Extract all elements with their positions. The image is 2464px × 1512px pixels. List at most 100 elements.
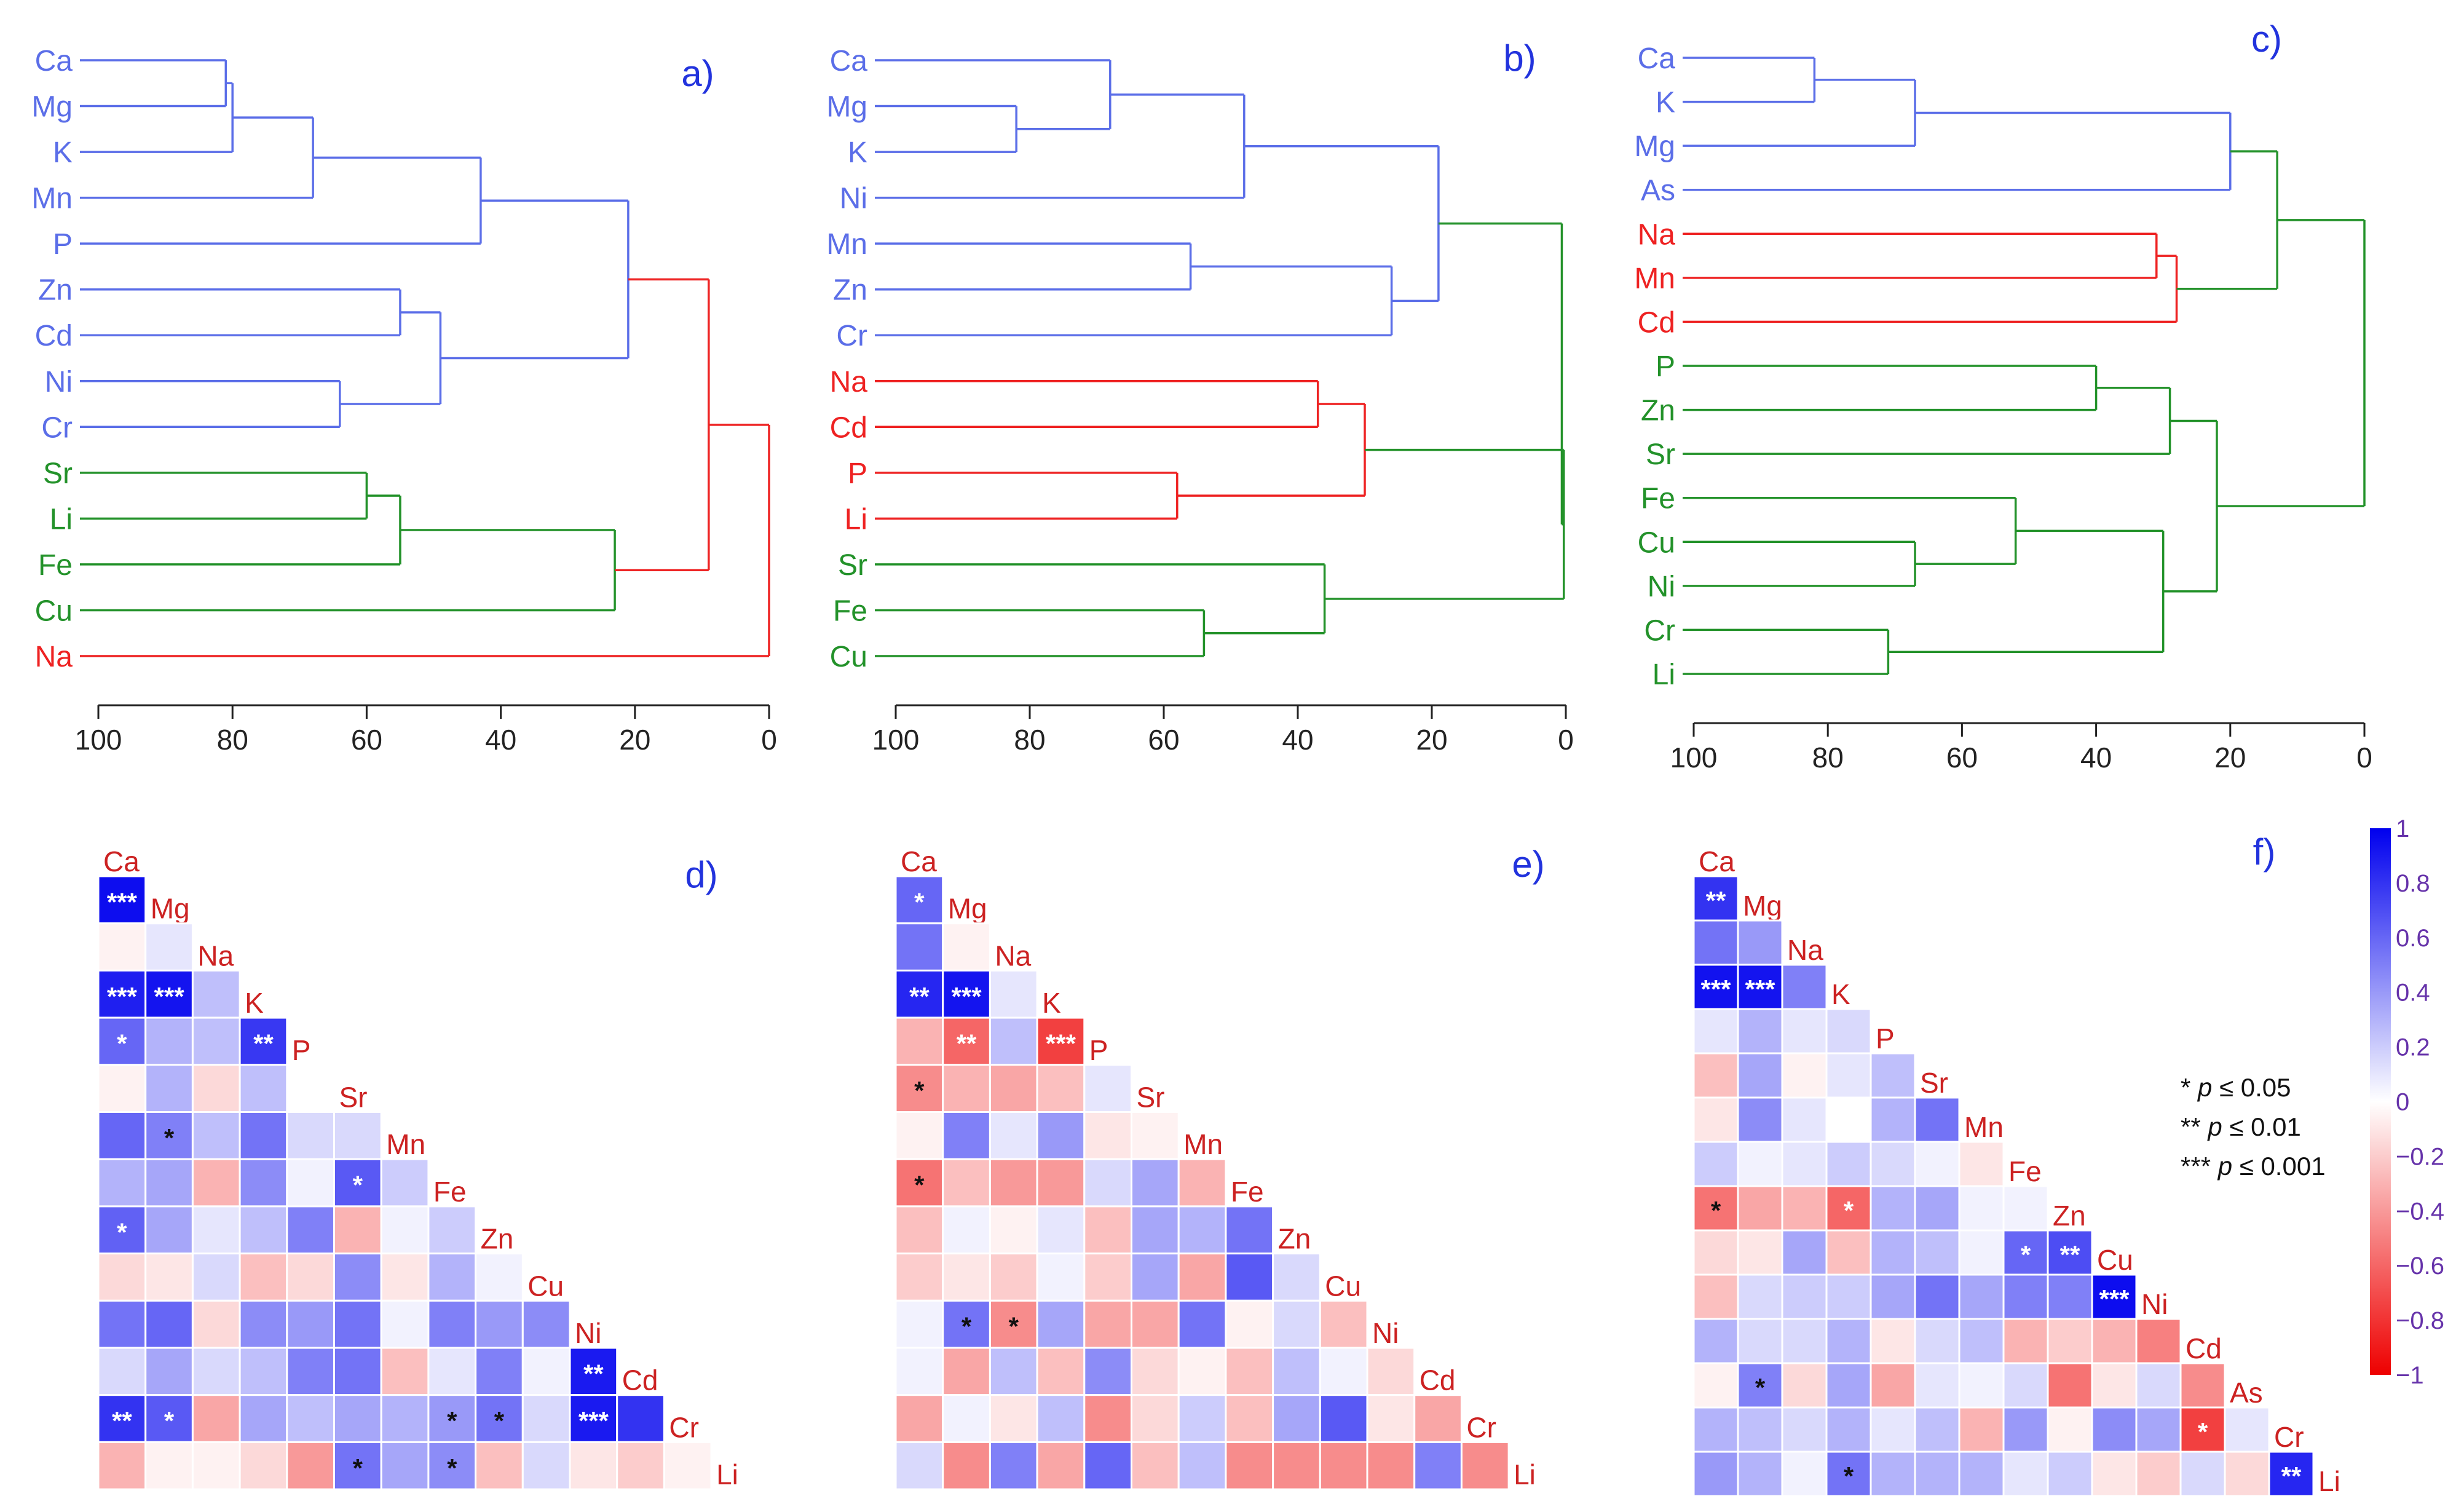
heatmap-cell bbox=[2091, 1362, 2138, 1409]
heatmap-cell bbox=[2002, 1362, 2049, 1409]
heatmap-cell bbox=[1177, 1158, 1227, 1208]
leaf-label-cu: Cu bbox=[830, 641, 867, 673]
heatmap-cell bbox=[286, 1299, 335, 1349]
heatmap-cell bbox=[1737, 1008, 1783, 1055]
heatmap-cell bbox=[942, 1111, 991, 1160]
heatmap-cell bbox=[521, 1299, 571, 1349]
corr-label-cr: Cr bbox=[2274, 1421, 2304, 1453]
significance-stars: * bbox=[1844, 1462, 1854, 1490]
leaf-label-cr: Cr bbox=[1644, 614, 1675, 647]
heatmap-cell bbox=[239, 1111, 288, 1160]
significance-stars: * bbox=[164, 1406, 175, 1435]
heatmap-cell bbox=[1366, 1347, 1416, 1396]
heatmap-cell bbox=[97, 1064, 147, 1114]
heatmap-cell bbox=[1036, 1111, 1086, 1160]
panel-c-dendrogram: Ca K Mg As Na Mn Cd P Zn Sr Fe Cu Ni Cr Li 100 80 60 40 20 0… bbox=[1634, 18, 2372, 774]
x-tick-label: 40 bbox=[485, 724, 516, 756]
heatmap-cell bbox=[894, 1253, 944, 1302]
heatmap-cell bbox=[191, 1347, 241, 1396]
heatmap-cell bbox=[333, 1299, 382, 1349]
corr-label-mn: Mn bbox=[386, 1128, 425, 1160]
heatmap-cell bbox=[1225, 1347, 1274, 1396]
leaf-label-fe: Fe bbox=[38, 549, 73, 582]
corr-label-zn: Zn bbox=[2053, 1200, 2086, 1232]
heatmap-cell bbox=[239, 1205, 288, 1255]
heatmap-cell bbox=[1036, 1205, 1086, 1255]
heatmap-cell bbox=[1781, 1318, 1828, 1364]
heatmap-cell bbox=[1366, 1441, 1416, 1490]
heatmap-cell bbox=[1737, 1052, 1783, 1099]
heatmap-cell bbox=[333, 1205, 382, 1255]
x-tick-label: 20 bbox=[619, 724, 650, 756]
heatmap-cell bbox=[1958, 1229, 2005, 1276]
colorbar: 1 0.8 0.6 0.4 0.2 0 −0.2 −0.4 −0.6 −0.8 −1 bbox=[2370, 815, 2444, 1389]
heatmap-cell bbox=[1870, 1273, 1916, 1320]
heatmap-cell bbox=[1225, 1299, 1274, 1349]
corr-label-cu: Cu bbox=[2097, 1244, 2133, 1276]
heatmap-cell bbox=[1781, 1052, 1828, 1099]
corr-label-zn: Zn bbox=[481, 1223, 514, 1255]
significance-stars: *** bbox=[2099, 1284, 2130, 1313]
corr-label-p: P bbox=[292, 1034, 311, 1066]
corr-label-mg: Mg bbox=[948, 893, 987, 925]
heatmap-cell bbox=[1737, 1185, 1783, 1232]
heatmap-cell bbox=[191, 969, 241, 1019]
heatmap-cell bbox=[333, 1253, 382, 1302]
corr-label-k: K bbox=[1831, 978, 1850, 1010]
significance-stars: * bbox=[353, 1454, 363, 1482]
significance-stars: * bbox=[353, 1171, 363, 1200]
significance-stars: * bbox=[2198, 1417, 2208, 1446]
leaf-label-ca: Ca bbox=[35, 45, 73, 77]
heatmap-cell bbox=[1319, 1347, 1368, 1396]
heatmap-cell bbox=[380, 1253, 430, 1302]
heatmap-cell bbox=[1781, 1141, 1828, 1187]
heatmap-cell bbox=[97, 1111, 147, 1160]
heatmap-cell bbox=[2002, 1406, 2049, 1453]
colorbar-tick-label: 0.4 bbox=[2396, 980, 2430, 1007]
heatmap-cell bbox=[475, 1441, 524, 1490]
heatmap-cell bbox=[2002, 1451, 2049, 1497]
heatmap-cell bbox=[2135, 1362, 2182, 1409]
heatmap-cell bbox=[1083, 1394, 1133, 1443]
heatmap-cell bbox=[1272, 1441, 1321, 1490]
significance-stars: * bbox=[2021, 1240, 2031, 1269]
heatmap-cell bbox=[286, 1111, 335, 1160]
heatmap-cell bbox=[97, 922, 147, 972]
corr-label-cu: Cu bbox=[527, 1270, 564, 1302]
heatmap-cell bbox=[1870, 1451, 1916, 1497]
heatmap-cell bbox=[1131, 1111, 1180, 1160]
heatmap-cell bbox=[144, 1016, 194, 1066]
heatmap-cell bbox=[1366, 1394, 1416, 1443]
corr-label-p: P bbox=[1876, 1023, 1895, 1055]
legend-entry: * p ≤ 0.05 bbox=[2181, 1073, 2291, 1102]
heatmap-cell bbox=[521, 1347, 571, 1396]
heatmap-cell bbox=[427, 1299, 477, 1349]
heatmap-cell bbox=[2179, 1362, 2226, 1409]
heatmap-cell bbox=[1870, 1096, 1916, 1143]
heatmap-cell bbox=[1958, 1318, 2005, 1364]
heatmap-cell bbox=[942, 1347, 991, 1396]
colorbar-tick-label: 0 bbox=[2396, 1089, 2409, 1116]
heatmap-cell bbox=[191, 1299, 241, 1349]
significance-stars: *** bbox=[952, 982, 982, 1011]
significance-stars: ** bbox=[957, 1029, 977, 1058]
leaf-label-as: As bbox=[1641, 175, 1675, 207]
heatmap-cell bbox=[1692, 964, 1739, 1010]
heatmap-cell bbox=[989, 1441, 1038, 1490]
leaf-label-fe: Fe bbox=[833, 595, 867, 627]
heatmap-cell bbox=[894, 1394, 944, 1443]
heatmap-cell bbox=[989, 1299, 1038, 1349]
leaf-label-k: K bbox=[1656, 87, 1675, 119]
heatmap-cell bbox=[191, 1111, 241, 1160]
heatmap-cell bbox=[1958, 1273, 2005, 1320]
heatmap-cell bbox=[144, 1394, 194, 1443]
heatmap-cell bbox=[1781, 1451, 1828, 1497]
significance-stars: * bbox=[447, 1406, 457, 1435]
heatmap-cell bbox=[1692, 1362, 1739, 1409]
corr-label-as: As bbox=[2230, 1377, 2263, 1409]
heatmap-cell bbox=[521, 1441, 571, 1490]
heatmap-cell bbox=[1272, 1299, 1321, 1349]
heatmap-cell bbox=[1225, 1253, 1274, 1302]
heatmap-cell bbox=[144, 1347, 194, 1396]
heatmap-cell bbox=[1272, 1347, 1321, 1396]
